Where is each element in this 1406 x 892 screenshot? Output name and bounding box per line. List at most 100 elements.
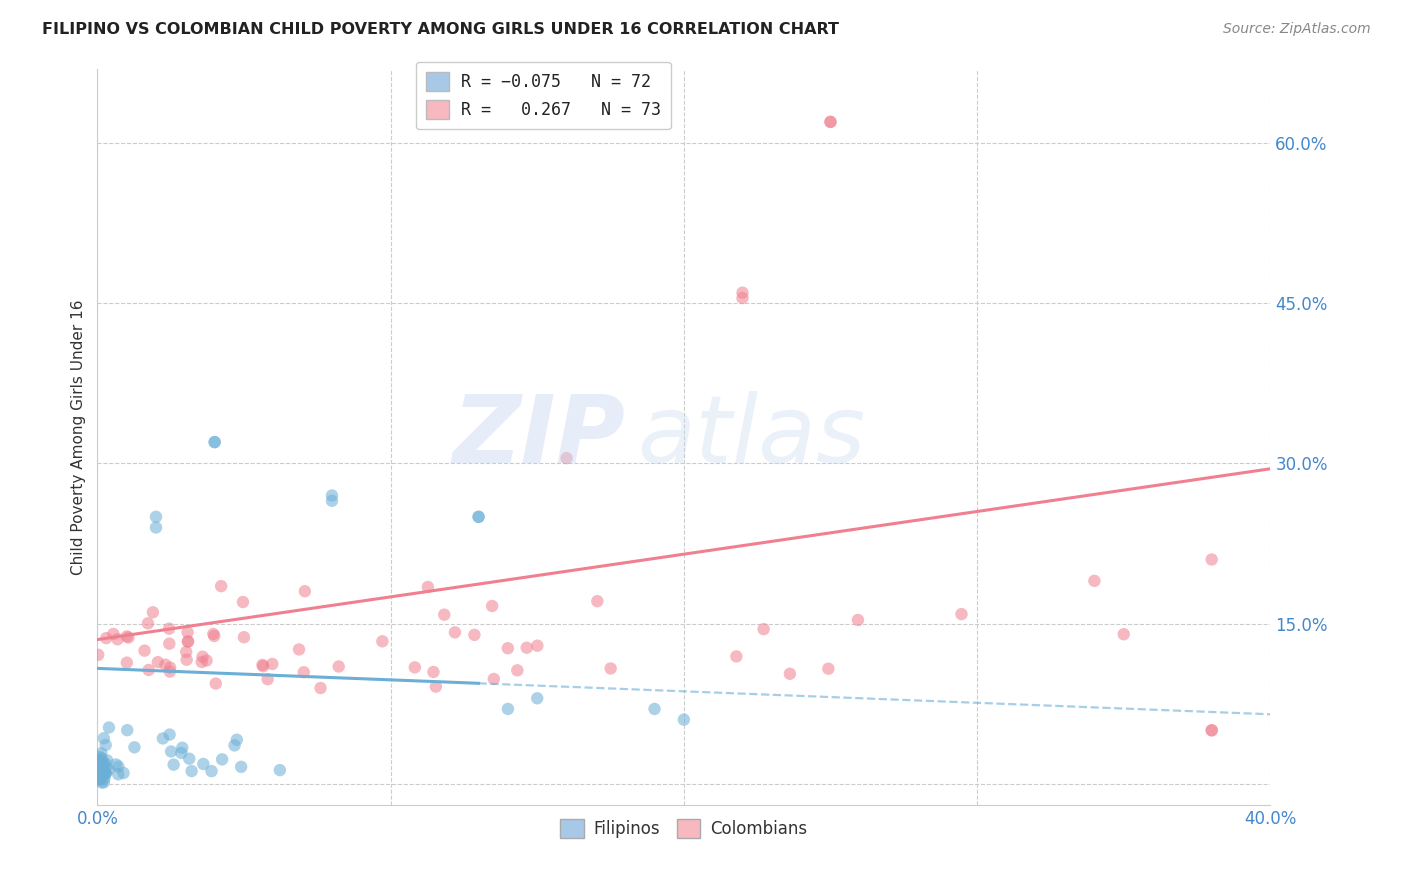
Point <box>526 691 548 706</box>
Point <box>496 641 519 656</box>
Point <box>107 759 129 773</box>
Point <box>107 632 129 647</box>
Point <box>204 435 226 450</box>
Point <box>142 605 165 619</box>
Point <box>89 770 111 784</box>
Point <box>526 639 548 653</box>
Point <box>90 775 112 789</box>
Point <box>204 435 226 450</box>
Point <box>256 672 278 686</box>
Point <box>172 740 194 755</box>
Point <box>112 766 135 780</box>
Point <box>779 666 801 681</box>
Point <box>224 739 246 753</box>
Point <box>225 732 247 747</box>
Point <box>444 625 467 640</box>
Point <box>96 631 118 645</box>
Point <box>115 723 138 738</box>
Point <box>93 768 115 782</box>
Point <box>516 640 538 655</box>
Point <box>180 764 202 778</box>
Point <box>404 660 426 674</box>
Point <box>644 702 666 716</box>
Text: Source: ZipAtlas.com: Source: ZipAtlas.com <box>1223 22 1371 37</box>
Point <box>252 657 274 672</box>
Point <box>90 759 112 773</box>
Point <box>416 580 439 594</box>
Point <box>107 767 129 781</box>
Point <box>1201 552 1223 566</box>
Point <box>820 115 842 129</box>
Point <box>94 756 117 771</box>
Point <box>321 488 343 502</box>
Point <box>145 509 167 524</box>
Point <box>159 727 181 741</box>
Point <box>155 657 177 672</box>
Point <box>103 627 125 641</box>
Point <box>463 628 485 642</box>
Legend: Filipinos, Colombians: Filipinos, Colombians <box>554 812 814 845</box>
Point <box>93 764 115 779</box>
Point <box>191 649 214 664</box>
Point <box>672 713 695 727</box>
Point <box>89 753 111 767</box>
Point <box>292 665 315 680</box>
Point <box>93 731 115 746</box>
Point <box>846 613 869 627</box>
Point <box>195 653 218 667</box>
Point <box>177 634 200 648</box>
Point <box>817 662 839 676</box>
Point <box>157 622 180 636</box>
Point <box>425 680 447 694</box>
Point <box>371 634 394 648</box>
Point <box>89 772 111 787</box>
Point <box>87 764 110 778</box>
Point <box>90 746 112 760</box>
Point <box>202 627 225 641</box>
Point <box>134 643 156 657</box>
Point <box>481 599 503 613</box>
Point <box>163 757 186 772</box>
Point <box>159 660 181 674</box>
Text: FILIPINO VS COLOMBIAN CHILD POVERTY AMONG GIRLS UNDER 16 CORRELATION CHART: FILIPINO VS COLOMBIAN CHILD POVERTY AMON… <box>42 22 839 37</box>
Point <box>96 753 118 767</box>
Point <box>752 622 775 636</box>
Point <box>467 509 489 524</box>
Point <box>152 731 174 746</box>
Point <box>89 767 111 781</box>
Point <box>177 634 200 648</box>
Point <box>725 649 748 664</box>
Point <box>200 764 222 778</box>
Point <box>950 607 973 621</box>
Point <box>138 663 160 677</box>
Point <box>179 752 201 766</box>
Point <box>87 648 110 662</box>
Point <box>496 702 519 716</box>
Point <box>145 520 167 534</box>
Point <box>94 766 117 780</box>
Point <box>89 770 111 784</box>
Point <box>159 665 181 679</box>
Point <box>115 656 138 670</box>
Point <box>157 637 180 651</box>
Point <box>599 661 621 675</box>
Point <box>97 721 120 735</box>
Point <box>231 760 253 774</box>
Point <box>731 285 754 300</box>
Point <box>176 653 198 667</box>
Y-axis label: Child Poverty Among Girls Under 16: Child Poverty Among Girls Under 16 <box>72 299 86 574</box>
Point <box>731 291 754 305</box>
Point <box>91 766 114 780</box>
Point <box>211 752 233 766</box>
Point <box>94 738 117 752</box>
Point <box>174 645 197 659</box>
Point <box>170 746 193 760</box>
Point <box>89 756 111 770</box>
Point <box>136 616 159 631</box>
Point <box>93 766 115 780</box>
Point <box>202 629 225 643</box>
Point <box>87 753 110 767</box>
Point <box>506 663 529 677</box>
Point <box>321 493 343 508</box>
Point <box>124 740 146 755</box>
